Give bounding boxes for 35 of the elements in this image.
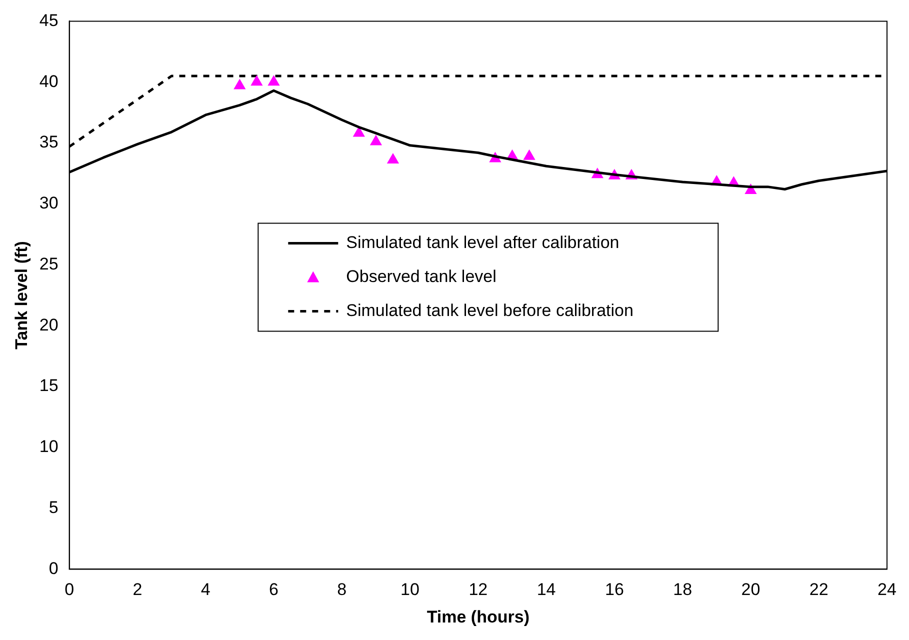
legend-label: Observed tank level [346,266,496,286]
y-tick-label: 5 [48,498,58,517]
y-tick-label: 40 [39,72,58,91]
x-tick-label: 14 [536,580,556,600]
point [524,150,535,160]
x-tick-label: 16 [604,580,624,600]
y-tick-label: 10 [39,437,58,456]
y-tick-label: 45 [39,10,58,30]
y-tick-label: 25 [39,254,58,274]
point [268,76,280,86]
x-tick-label: 8 [337,580,347,600]
y-axis-title: Tank level (ft) [12,241,31,350]
x-tick-label: 20 [741,580,760,600]
x-tick-label: 10 [400,580,420,600]
point [370,135,382,146]
legend-label: Simulated tank level after calibration [346,232,620,252]
point [251,76,262,86]
point [387,154,399,164]
x-tick-label: 6 [268,580,278,600]
y-tick-label: 30 [39,194,58,213]
y-tick-label: 35 [39,132,58,152]
x-tick-label: 2 [132,580,142,600]
x-tick-label: 4 [200,580,210,600]
x-tick-label: 24 [878,580,896,600]
x-axis-title: Time (hours) [426,607,530,626]
y-tick-label: 20 [39,315,58,334]
y-tick-label: 15 [39,376,58,396]
x-tick-label: 18 [673,580,692,600]
x-tick-label: 0 [64,580,74,600]
x-tick-label: 12 [468,580,488,600]
point [353,126,365,137]
point [234,79,246,90]
legend-label: Simulated tank level before calibration [346,300,634,320]
y-tick-label: 0 [48,558,58,578]
x-tick-label: 22 [809,580,828,600]
